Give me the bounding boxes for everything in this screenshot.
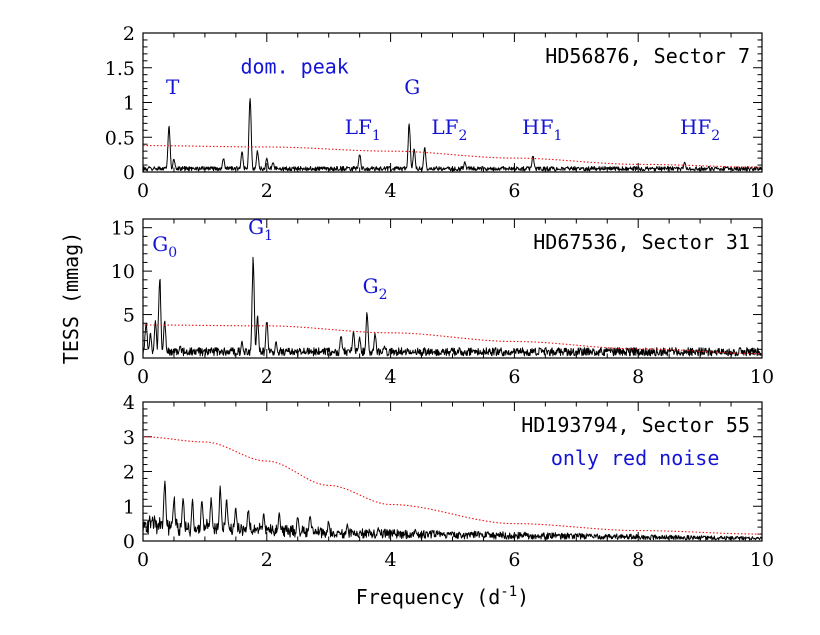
y-tick-label: 2 <box>123 23 135 45</box>
x-tick-label: 10 <box>750 180 774 202</box>
peak-annotation: G1 <box>248 215 273 244</box>
x-tick-label: 10 <box>750 366 774 388</box>
y-tick-label: 0 <box>123 162 135 184</box>
x-tick-label: 2 <box>261 180 273 202</box>
power-spectrum <box>142 256 763 357</box>
y-tick-label: 0 <box>123 531 135 553</box>
peak-annotation: HF1 <box>522 115 562 144</box>
y-tick-label: 1.5 <box>105 58 135 80</box>
x-tick-label: 6 <box>508 366 520 388</box>
x-tick-label: 8 <box>632 549 644 571</box>
red-noise-fit <box>143 145 762 168</box>
y-tick-label: 3 <box>123 427 135 449</box>
panel-2: 0 2 4 6 8 10 0 5 10 15 HD67536, Sector 31 G0 G1 G2 <box>111 215 774 388</box>
x-tick-label: 0 <box>137 366 149 388</box>
red-noise-fit <box>142 436 763 535</box>
peak-annotation: LF1 <box>345 115 381 144</box>
x-tick-label: 2 <box>261 366 273 388</box>
y-tick-label: 2 <box>123 462 135 484</box>
y-axis-title: TESS (mmag) <box>59 232 83 364</box>
x-tick-label: 8 <box>632 180 644 202</box>
peak-annotation: G <box>404 75 420 99</box>
y-tick-label: 5 <box>123 305 135 327</box>
y-tick-label: 15 <box>111 218 135 240</box>
panel-label: HD67536, Sector 31 <box>533 230 750 254</box>
x-tick-label: 4 <box>385 549 397 571</box>
y-tick-label: 1 <box>123 93 135 115</box>
y-tick-label: 0 <box>123 348 135 370</box>
x-tick-label: 0 <box>137 549 149 571</box>
y-tick-label: 0.5 <box>105 127 135 149</box>
x-tick-label: 6 <box>508 180 520 202</box>
peak-annotation: dom. peak <box>240 54 348 78</box>
x-tick-label: 4 <box>385 366 397 388</box>
x-tick-label: 0 <box>137 180 149 202</box>
peak-annotation: T <box>166 75 180 99</box>
peak-annotation: LF2 <box>431 115 467 144</box>
y-tick-label: 10 <box>111 261 135 283</box>
x-tick-label: 4 <box>385 180 397 202</box>
peak-annotation: only red noise <box>551 446 720 470</box>
peak-annotation: G0 <box>152 232 177 261</box>
power-spectrum <box>142 98 763 172</box>
x-tick-label: 2 <box>261 549 273 571</box>
x-tick-label: 10 <box>750 549 774 571</box>
peak-annotation: HF2 <box>680 115 720 144</box>
panel-label: HD193794, Sector 55 <box>521 413 750 437</box>
y-tick-label: 4 <box>123 392 135 414</box>
x-axis-title: Frequency (d-1) <box>356 584 529 609</box>
x-tick-label: 8 <box>632 366 644 388</box>
panel-3: 0 2 4 6 8 10 0 1 2 3 4 HD193794, Sector 55 only red … <box>123 392 774 609</box>
power-spectrum <box>142 480 763 541</box>
panel-label: HD56876, Sector 7 <box>545 44 750 68</box>
peak-annotation: G2 <box>363 274 388 303</box>
y-tick-label: 1 <box>123 496 135 518</box>
x-tick-label: 6 <box>508 549 520 571</box>
